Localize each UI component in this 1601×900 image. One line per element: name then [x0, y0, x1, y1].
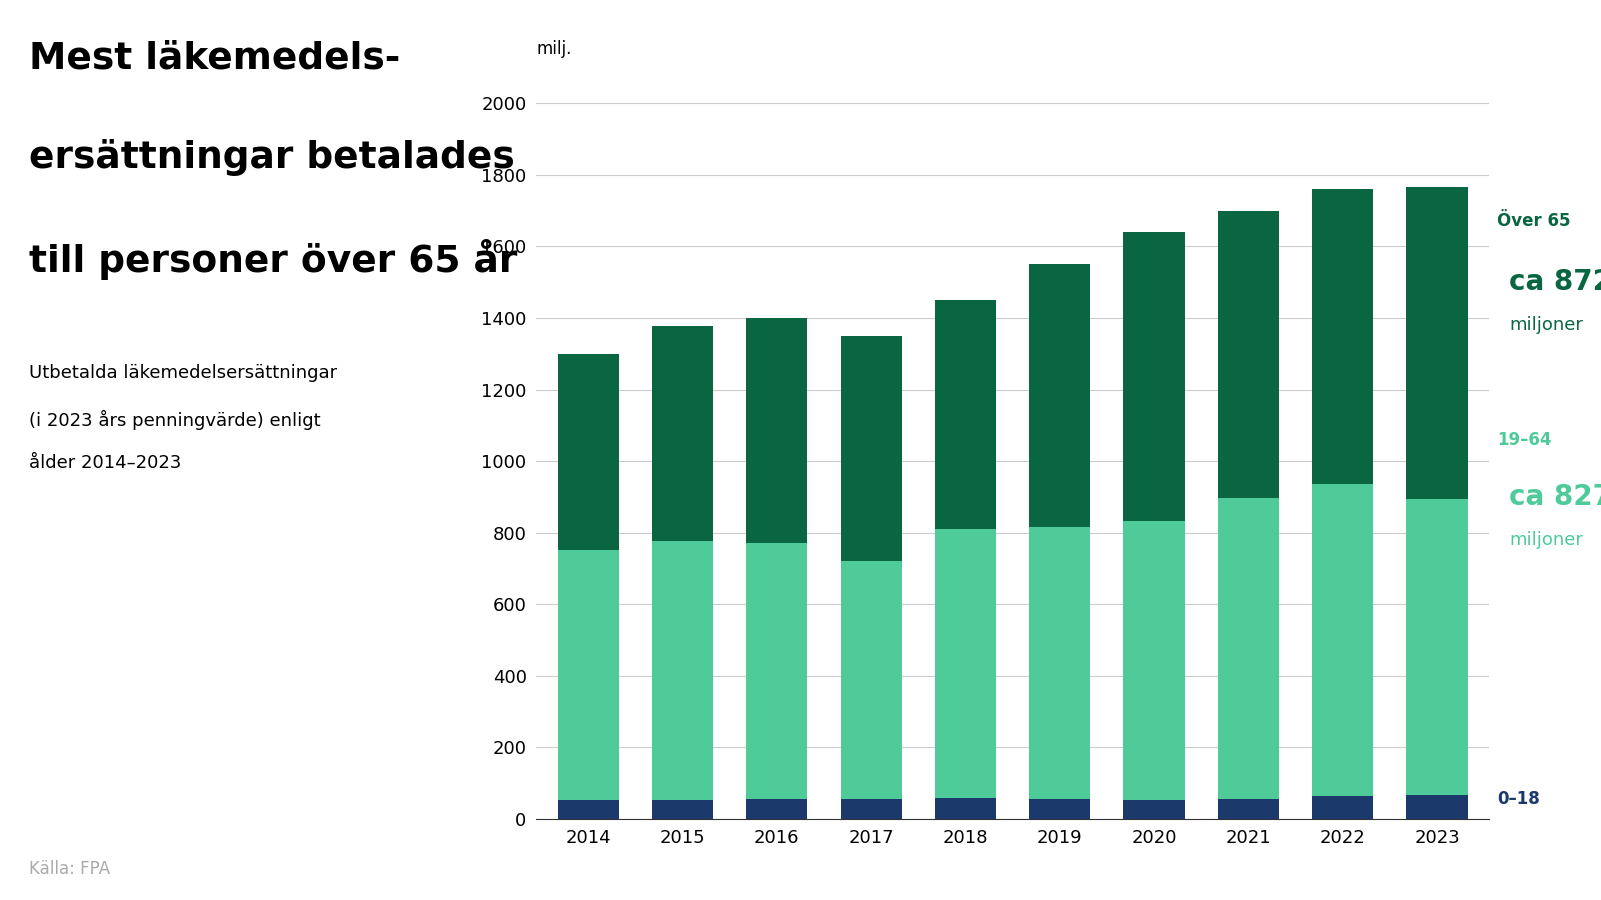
Text: ålder 2014–2023: ålder 2014–2023 — [29, 454, 181, 472]
Text: miljoner: miljoner — [1510, 531, 1583, 549]
Bar — [1406, 795, 1468, 819]
Bar — [1218, 498, 1279, 798]
Bar — [1124, 800, 1185, 819]
Bar — [557, 800, 620, 819]
Text: 19–64: 19–64 — [1497, 431, 1551, 449]
Text: (i 2023 års penningvärde) enligt: (i 2023 års penningvärde) enligt — [29, 410, 320, 429]
Bar — [557, 550, 620, 800]
Bar — [557, 354, 620, 550]
Bar — [746, 799, 807, 819]
Text: ca 872: ca 872 — [1510, 268, 1601, 296]
Bar — [1124, 520, 1185, 800]
Bar — [1313, 189, 1374, 484]
Bar — [1406, 499, 1468, 795]
Bar — [935, 300, 996, 529]
Bar — [1218, 211, 1279, 498]
Bar — [935, 797, 996, 819]
Bar — [746, 543, 807, 799]
Bar — [841, 336, 901, 561]
Bar — [1406, 186, 1468, 499]
Text: ca 827: ca 827 — [1510, 482, 1601, 510]
Bar — [1218, 798, 1279, 819]
Text: Utbetalda läkemedelsersättningar: Utbetalda läkemedelsersättningar — [29, 364, 336, 382]
Text: Över 65: Över 65 — [1497, 212, 1571, 230]
Bar — [1313, 796, 1374, 819]
Bar — [935, 529, 996, 797]
Bar — [1124, 232, 1185, 520]
Text: ersättningar betalades: ersättningar betalades — [29, 140, 514, 176]
Text: milj.: milj. — [536, 40, 572, 58]
Bar — [652, 541, 712, 800]
Bar — [652, 800, 712, 819]
Bar — [1313, 484, 1374, 796]
Bar — [652, 326, 712, 541]
Bar — [1029, 798, 1090, 819]
Text: till personer över 65 år: till personer över 65 år — [29, 238, 517, 280]
Bar — [1029, 526, 1090, 798]
Text: Mest läkemedels-: Mest läkemedels- — [29, 40, 400, 76]
Bar — [841, 798, 901, 819]
Text: Källa: FPA: Källa: FPA — [29, 860, 110, 878]
Bar — [841, 561, 901, 798]
Text: 0–18: 0–18 — [1497, 790, 1540, 808]
Text: miljoner: miljoner — [1510, 317, 1583, 335]
Bar — [1029, 265, 1090, 526]
Bar — [746, 318, 807, 543]
